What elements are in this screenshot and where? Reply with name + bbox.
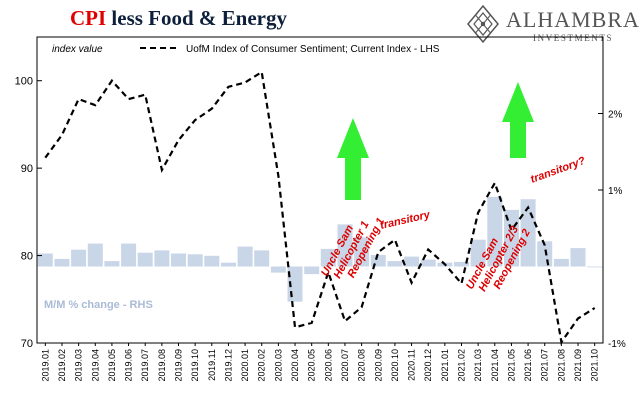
x-tick-label: 2021.02 xyxy=(457,349,467,382)
bar-2021.03 xyxy=(470,239,486,267)
x-tick-label: 2020.12 xyxy=(423,349,433,382)
x-tick-label: 2019.02 xyxy=(57,349,67,382)
x-tick-label: 2019.05 xyxy=(107,349,117,382)
x-tick-label: 2021.06 xyxy=(523,349,533,382)
chart-title: CPI less Food & Energy xyxy=(70,6,287,31)
bar-2020.10 xyxy=(387,261,403,267)
bar-series xyxy=(37,196,603,302)
annotation-helicopter-1: Uncle SamHelicopter 1 Reopening 1 xyxy=(319,205,387,290)
up-arrow-2 xyxy=(502,82,534,158)
bar-2019.11 xyxy=(204,255,220,267)
right-axis: -1% 1% 2% xyxy=(598,110,626,350)
x-axis: 2019.01 2019.02 2019.03 2019.04 2019.05 2019.… xyxy=(40,343,600,382)
bar-2019.02 xyxy=(54,258,70,267)
bar-2020.01 xyxy=(237,246,253,267)
annotation-transitory: transitory xyxy=(379,209,432,232)
bar-2020.03 xyxy=(270,266,286,273)
alhambra-logo: ALHAMBRA INVESTMENTS xyxy=(466,4,639,48)
bar-2019.09 xyxy=(171,253,186,267)
x-tick-label: 2019.04 xyxy=(90,349,100,382)
bar-2019.12 xyxy=(221,262,236,267)
left-tick-label: 80 xyxy=(21,251,33,263)
x-tick-label: 2019.11 xyxy=(207,349,217,381)
bar-2021.02 xyxy=(454,261,469,267)
bar-2020.11 xyxy=(404,256,420,267)
x-tick-label: 2020.05 xyxy=(307,349,317,382)
bar-2021.08 xyxy=(553,258,569,267)
bar-2020.07 xyxy=(337,224,353,267)
bar-2020.02 xyxy=(254,250,270,267)
x-tick-label: 2020.01 xyxy=(240,349,250,382)
x-tick-label: 2021.05 xyxy=(506,349,516,382)
logo-subtitle: INVESTMENTS xyxy=(533,33,614,43)
x-tick-label: 2019.03 xyxy=(74,349,84,382)
x-tick-label: 2020.02 xyxy=(257,349,267,382)
x-tick-label: 2020.03 xyxy=(273,349,283,382)
left-tick-label: 90 xyxy=(21,163,33,175)
bar-2020.06 xyxy=(320,248,336,267)
left-tick-label: 70 xyxy=(21,338,33,350)
title-rest: less Food & Energy xyxy=(106,6,287,30)
x-tick-label: 2020.11 xyxy=(407,349,417,381)
bar-2020.12 xyxy=(420,259,436,267)
x-tick-label: 2019.01 xyxy=(40,349,50,382)
annotation-transitory-question: transitory? xyxy=(529,155,587,186)
x-tick-label: 2021.10 xyxy=(590,349,600,382)
bar-2019.03 xyxy=(71,249,87,267)
bar-2019.05 xyxy=(104,261,120,267)
right-tick-label: -1% xyxy=(608,339,626,350)
right-tick-label: 2% xyxy=(608,110,623,121)
bar-2019.07 xyxy=(137,252,153,267)
bar-2021.09 xyxy=(570,248,586,267)
x-tick-label: 2020.04 xyxy=(290,349,300,382)
x-tick-label: 2021.09 xyxy=(573,349,583,382)
x-tick-label: 2021.03 xyxy=(473,349,483,382)
left-tick-label: 100 xyxy=(15,76,33,88)
logo-name: ALHAMBRA xyxy=(506,7,640,32)
bar-2020.05 xyxy=(304,266,320,275)
x-tick-label: 2020.06 xyxy=(323,349,333,382)
x-tick-label: 2021.01 xyxy=(440,349,450,382)
x-tick-label: 2021.08 xyxy=(556,349,566,382)
x-tick-label: 2020.08 xyxy=(357,349,367,382)
x-tick-label: 2019.12 xyxy=(223,349,233,382)
x-tick-label: 2020.07 xyxy=(340,349,350,382)
x-tick-label: 2020.09 xyxy=(373,349,383,382)
bar-2020.09 xyxy=(370,255,386,267)
legend-bar-label: M/M % change - RHS xyxy=(44,299,153,311)
bar-2020.08 xyxy=(354,237,370,267)
x-tick-label: 2021.07 xyxy=(540,349,550,382)
left-axis-label: index value xyxy=(52,44,103,55)
up-arrow-1 xyxy=(337,118,369,200)
x-tick-label: 2021.04 xyxy=(490,349,500,382)
x-tick-label: 2020.10 xyxy=(390,349,400,382)
bar-2019.06 xyxy=(121,243,137,267)
left-axis: 70 80 90 100 xyxy=(15,76,42,350)
bar-2019.10 xyxy=(187,254,203,267)
bar-2019.01 xyxy=(37,253,53,267)
x-tick-label: 2019.08 xyxy=(157,349,167,382)
x-tick-label: 2019.10 xyxy=(190,349,200,382)
legend-line-label: UofM Index of Consumer Sentiment; Curren… xyxy=(186,44,440,55)
bar-2019.04 xyxy=(87,243,103,267)
bar-2021.04 xyxy=(487,196,503,267)
bar-2021.07 xyxy=(537,241,553,267)
x-tick-label: 2019.09 xyxy=(174,349,184,382)
sentiment-line xyxy=(44,70,596,345)
bar-2021.10 xyxy=(587,266,603,268)
x-tick-label: 2019.07 xyxy=(140,349,150,382)
right-tick-label: 1% xyxy=(608,186,623,197)
title-red-part: CPI xyxy=(70,6,107,30)
bar-2019.08 xyxy=(154,250,170,267)
x-tick-label: 2019.06 xyxy=(124,349,134,382)
diamond-lattice-icon xyxy=(467,4,499,44)
